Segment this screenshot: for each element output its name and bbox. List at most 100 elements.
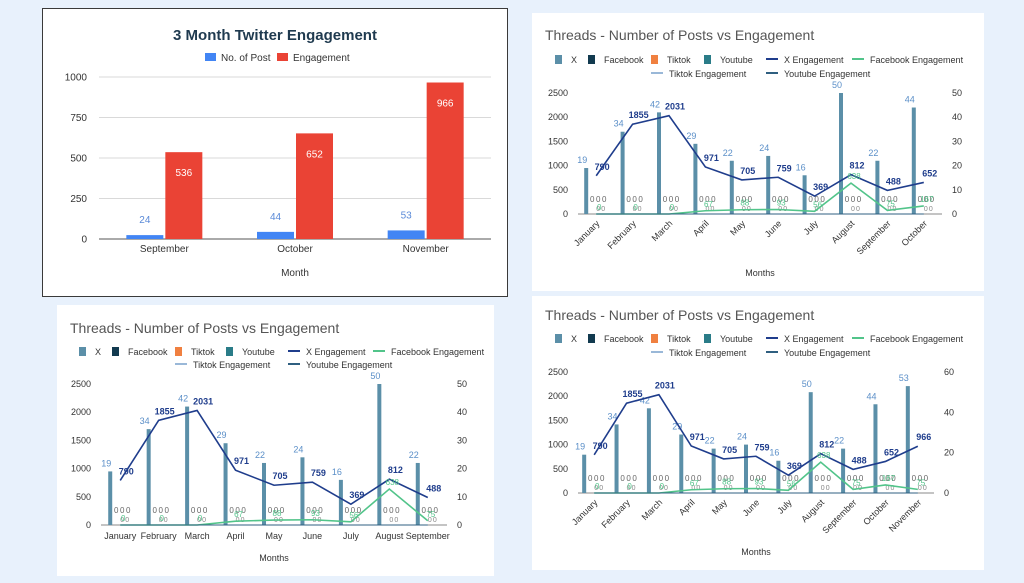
- y2-tick-label: 50: [952, 88, 962, 98]
- data-label-zero: 0: [159, 517, 163, 524]
- data-label-facebook-engagement: 0: [597, 203, 602, 212]
- data-label-zero: 0: [891, 474, 896, 483]
- x-tick-label: August: [799, 497, 826, 524]
- data-label-zero: 0: [664, 485, 668, 492]
- data-label-zero: 0: [756, 474, 761, 483]
- data-label-x-engagement: 2031: [665, 102, 685, 112]
- legend-label: Tiktok: [667, 55, 691, 65]
- y2-tick-label: 30: [457, 435, 467, 445]
- bar-engagement: [426, 82, 464, 240]
- bar-engagement: [165, 152, 203, 239]
- data-label-x-posts: 34: [140, 416, 150, 426]
- threads-chart-to-november: Threads - Number of Posts vs Engagement X…: [532, 296, 984, 570]
- data-label-x-engagement: 971: [704, 153, 719, 163]
- x-tick-label: July: [775, 497, 794, 516]
- legend-swatch: [226, 347, 233, 356]
- y-tick-label: 1000: [65, 73, 88, 84]
- legend-label: Facebook Engagement: [391, 347, 485, 357]
- data-label-x-engagement: 369: [813, 182, 828, 192]
- y-tick-label: 1500: [548, 415, 568, 425]
- data-label-zero: 0: [717, 474, 722, 483]
- data-label-zero: 0: [772, 195, 777, 204]
- data-label-zero: 0: [229, 506, 234, 515]
- data-label-x-engagement: 2031: [193, 396, 213, 406]
- y2-tick-label: 20: [944, 448, 954, 458]
- y2-tick-label: 0: [952, 209, 957, 219]
- data-label-zero: 0: [280, 506, 285, 515]
- bar-x-posts: [614, 424, 619, 493]
- data-label-facebook-engagement: 75: [916, 478, 925, 487]
- legend-label: X Engagement: [784, 334, 844, 344]
- data-label-x-posts: 22: [409, 450, 419, 460]
- data-label-zero: 0: [268, 506, 273, 515]
- data-label-zero: 0: [748, 195, 753, 204]
- data-label-zero: 0: [596, 195, 601, 204]
- data-label-x-posts: 24: [293, 444, 303, 454]
- data-label-x-posts: 24: [737, 432, 747, 442]
- bar-x-posts: [873, 404, 878, 493]
- data-label-facebook-engagement: 88: [273, 509, 282, 518]
- legend-label: Tiktok Engagement: [669, 69, 747, 79]
- y-tick-label: 2000: [548, 391, 568, 401]
- data-label-zero: 0: [826, 485, 830, 492]
- data-label-x-engagement: 705: [722, 445, 737, 455]
- data-label-zero: 0: [114, 506, 119, 515]
- data-label-zero: 0: [736, 195, 741, 204]
- bar-x-posts: [185, 406, 190, 525]
- threads-chart-to-october: Threads - Number of Posts vs Engagement X…: [532, 13, 984, 291]
- y2-tick-label: 0: [457, 520, 462, 530]
- data-label-x-posts: 44: [905, 95, 915, 105]
- data-label-x-posts: 22: [255, 450, 265, 460]
- legend-label: Tiktok: [667, 334, 691, 344]
- data-label-zero: 0: [814, 195, 819, 204]
- data-label-zero: 0: [750, 474, 755, 483]
- y2-tick-label: 20: [457, 464, 467, 474]
- legend-label: Youtube: [720, 55, 753, 65]
- threads-nov-chart-svg: Threads - Number of Posts vs Engagement X…: [545, 307, 964, 557]
- y-tick-label: 500: [553, 185, 568, 195]
- data-label-x-posts: 42: [178, 394, 188, 404]
- data-label-x-posts: 42: [650, 99, 660, 109]
- data-label-x-engagement: 790: [119, 466, 134, 476]
- x-tick-label: February: [599, 497, 632, 530]
- data-label-facebook-engagement: 0: [660, 482, 665, 491]
- data-label-x-posts: 22: [723, 148, 733, 158]
- data-label-zero: 0: [626, 195, 631, 204]
- data-label-zero: 0: [306, 506, 311, 515]
- data-label-zero: 0: [784, 195, 789, 204]
- data-label-zero: 0: [632, 485, 636, 492]
- bar-x-posts: [729, 160, 734, 214]
- data-label-zero: 0: [912, 474, 917, 483]
- y-tick-label: 2000: [71, 407, 91, 417]
- data-label-facebook-engagement: 167: [882, 474, 896, 483]
- legend-label: Engagement: [293, 53, 350, 64]
- data-label-zero: 0: [924, 206, 928, 213]
- legend-label: No. of Post: [221, 53, 271, 64]
- x-tick-label: October: [277, 244, 313, 255]
- bar-x-posts: [679, 434, 684, 493]
- data-label-zero: 0: [588, 474, 593, 483]
- data-label-zero: 0: [918, 195, 923, 204]
- data-label-zero: 0: [126, 506, 131, 515]
- data-label-zero: 0: [626, 474, 631, 483]
- data-label-zero: 0: [389, 506, 394, 515]
- data-label-x-posts: 34: [608, 411, 618, 421]
- legend-swatch: [555, 334, 562, 343]
- legend-label: Youtube: [242, 347, 275, 357]
- twitter-engagement-chart: 3 Month Twitter Engagement No. of Post Eng…: [42, 8, 508, 297]
- data-label-facebook-engagement: 0: [633, 203, 638, 212]
- data-label-zero: 0: [697, 474, 702, 483]
- data-label-facebook-engagement: 0: [595, 482, 600, 491]
- data-label-zero: 0: [422, 506, 427, 515]
- bar-x-posts: [146, 429, 151, 525]
- bar-x-posts: [646, 408, 651, 493]
- data-label-zero: 0: [125, 517, 129, 524]
- data-label-zero: 0: [620, 474, 625, 483]
- data-label-x-posts: 29: [672, 422, 682, 432]
- data-label-x-engagement: 1855: [155, 406, 175, 416]
- data-label-x-engagement: 652: [922, 168, 937, 178]
- data-label-x-engagement: 790: [595, 162, 610, 172]
- legend-swatch: [79, 347, 86, 356]
- y-tick-label: 500: [76, 492, 91, 502]
- data-label-x-engagement: 705: [272, 471, 287, 481]
